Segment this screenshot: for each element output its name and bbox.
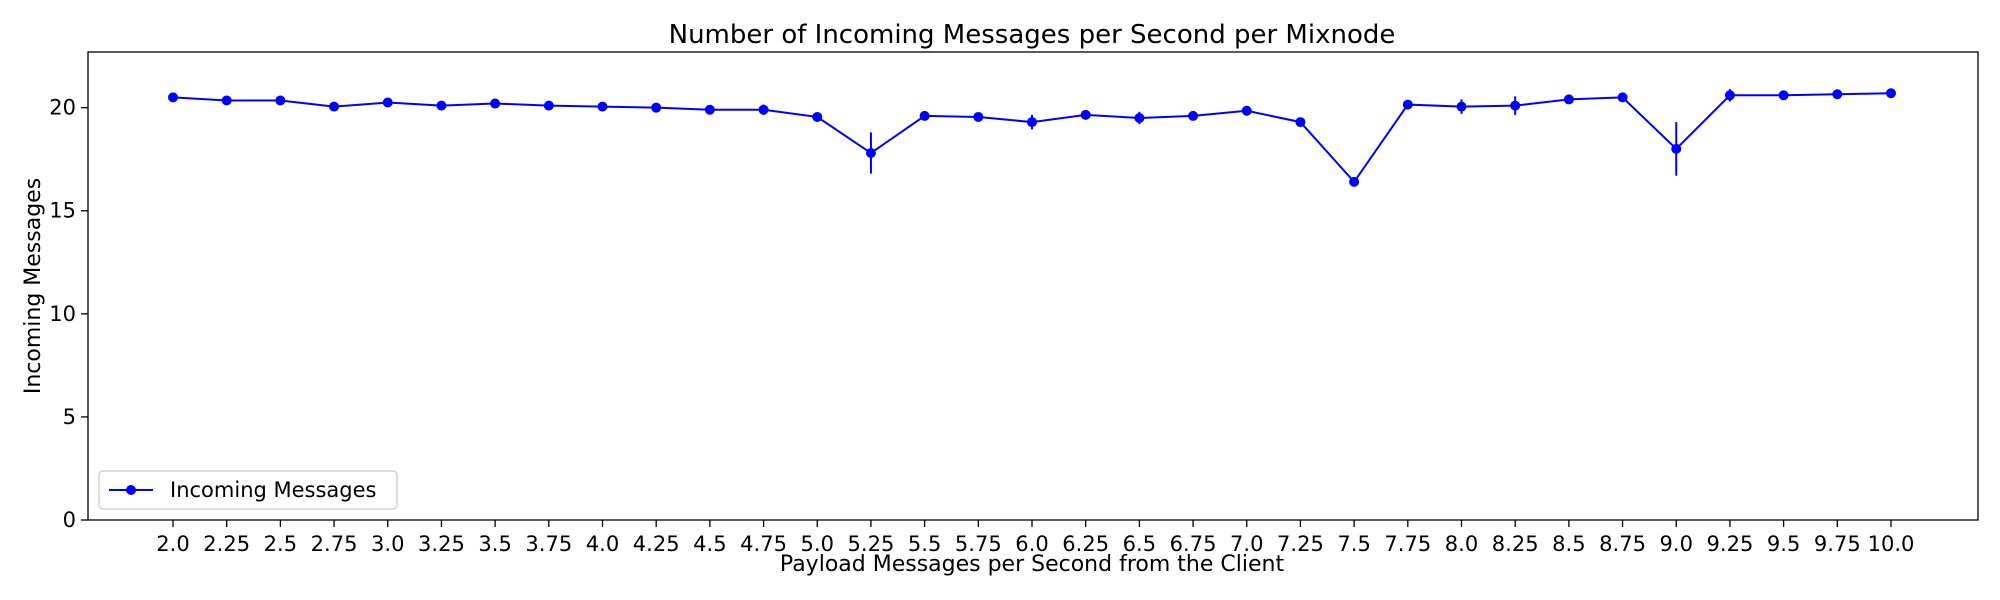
x-tick-label: 4.5 <box>693 532 726 556</box>
data-point <box>704 104 715 115</box>
x-tick-label: 2.0 <box>156 532 189 556</box>
x-tick-label: 3.5 <box>478 532 511 556</box>
data-point <box>1080 109 1091 120</box>
data-point <box>1778 90 1789 101</box>
data-point <box>865 148 876 159</box>
data-point <box>490 98 501 109</box>
series-incoming-messages <box>168 88 1896 187</box>
data-point <box>1349 176 1360 187</box>
data-point <box>597 101 608 112</box>
data-point <box>543 100 554 111</box>
data-point <box>221 95 232 106</box>
x-tick-label: 7.25 <box>1277 532 1324 556</box>
x-tick-label: 5.75 <box>955 532 1002 556</box>
legend-box <box>98 470 398 510</box>
x-tick-label: 5.0 <box>801 532 834 556</box>
x-tick-label: 3.75 <box>525 532 572 556</box>
x-tick-label: 8.0 <box>1445 532 1478 556</box>
x-tick-label: 10.0 <box>1868 532 1915 556</box>
x-axis: 2.0 2.25 2.5 2.75 3.0 3.25 3.5 3.75 4.0 4.25 4.5 4.… <box>156 520 1914 556</box>
y-tick-label: 0 <box>63 508 76 532</box>
x-tick-label: 8.75 <box>1599 532 1646 556</box>
data-point <box>1886 88 1896 99</box>
data-point <box>329 101 340 112</box>
x-tick-label: 4.0 <box>586 532 619 556</box>
data-point <box>1617 92 1628 103</box>
data-point <box>651 102 662 113</box>
x-tick-label: 5.25 <box>848 532 895 556</box>
x-tick-label: 3.25 <box>418 532 465 556</box>
x-tick-label: 9.25 <box>1707 532 1754 556</box>
x-tick-label: 9.0 <box>1660 532 1693 556</box>
chart-title: Number of Incoming Messages per Second p… <box>669 20 1396 50</box>
x-tick-label: 4.25 <box>633 532 680 556</box>
y-tick-label: 10 <box>49 302 76 326</box>
data-point <box>1402 99 1413 110</box>
x-axis-label: Payload Messages per Second from the Cli… <box>780 552 1285 577</box>
data-point <box>1241 105 1252 116</box>
y-tick-label: 5 <box>63 405 76 429</box>
x-tick-label: 6.25 <box>1062 532 1109 556</box>
x-tick-label: 3.0 <box>371 532 404 556</box>
x-tick-label: 6.75 <box>1170 532 1217 556</box>
data-point <box>973 111 984 122</box>
data-point <box>1510 100 1521 111</box>
x-tick-label: 2.75 <box>311 532 358 556</box>
x-tick-label: 7.0 <box>1230 532 1263 556</box>
x-tick-label: 9.5 <box>1767 532 1800 556</box>
data-point <box>1295 117 1306 128</box>
x-tick-label: 6.5 <box>1123 532 1156 556</box>
data-point <box>1832 89 1843 100</box>
data-point <box>919 110 930 121</box>
y-axis: 0 5 10 15 20 <box>49 96 88 532</box>
legend-label: Incoming Messages <box>170 478 376 502</box>
data-point <box>1027 117 1037 128</box>
x-tick-label: 7.5 <box>1337 532 1370 556</box>
data-point <box>1563 94 1574 105</box>
y-axis-label: Incoming Messages <box>21 178 46 394</box>
data-point <box>1134 112 1145 123</box>
x-tick-label: 9.75 <box>1814 532 1861 556</box>
x-tick-label: 2.5 <box>264 532 297 556</box>
x-tick-label: 6.0 <box>1015 532 1048 556</box>
data-point <box>1671 143 1682 154</box>
data-point <box>758 104 769 115</box>
data-point <box>436 100 447 111</box>
x-tick-label: 4.75 <box>740 532 787 556</box>
x-tick-label: 8.5 <box>1552 532 1585 556</box>
x-tick-label: 8.25 <box>1492 532 1539 556</box>
legend-marker-swatch <box>126 485 136 495</box>
y-tick-label: 15 <box>49 199 76 223</box>
data-point <box>382 97 393 108</box>
legend: Incoming Messages <box>98 470 398 510</box>
data-point <box>1456 101 1467 112</box>
x-tick-label: 7.75 <box>1384 532 1431 556</box>
data-point <box>1724 90 1735 101</box>
data-point <box>168 92 178 103</box>
data-point <box>1188 110 1199 121</box>
x-tick-label: 5.5 <box>908 532 941 556</box>
series-line <box>172 92 1892 184</box>
data-point <box>275 95 286 106</box>
x-tick-label: 2.25 <box>203 532 250 556</box>
data-point <box>812 111 823 122</box>
plot-area <box>87 51 1979 521</box>
y-tick-label: 20 <box>49 96 76 120</box>
